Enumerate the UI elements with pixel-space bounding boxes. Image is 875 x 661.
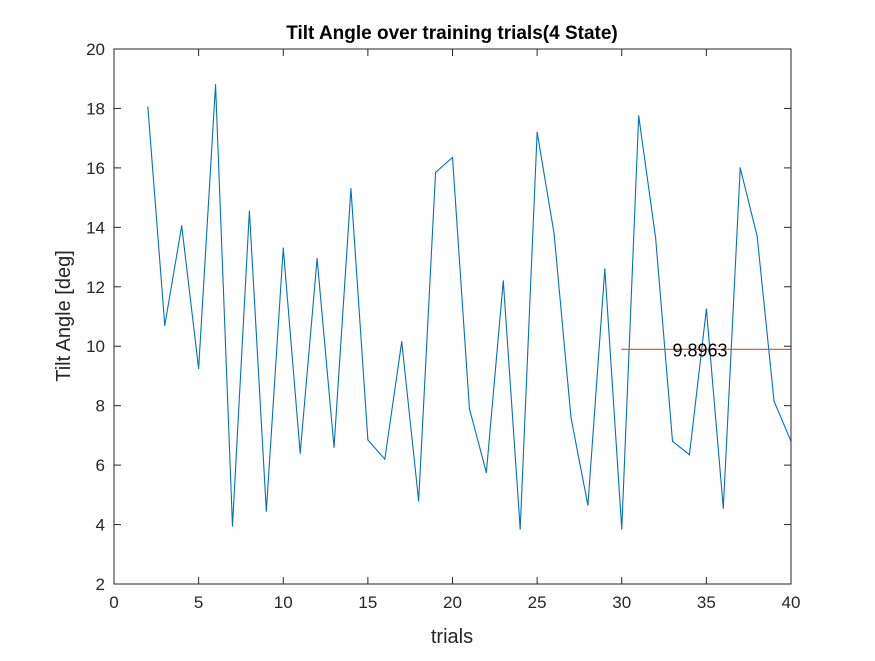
y-tick-label: 4 [96,516,105,535]
mean-value-annotation: 9.8963 [673,340,728,360]
data-point [756,235,758,237]
x-ticks: 0 5 10 15 20 25 30 35 40 [109,49,800,612]
x-tick-label: 0 [109,593,118,612]
y-tick-label: 10 [86,337,105,356]
series-layer [147,84,792,530]
x-tick-label: 30 [612,593,631,612]
x-tick-label: 25 [528,593,547,612]
data-point [671,440,674,442]
data-point [367,439,369,441]
data-point [485,471,487,474]
data-point [570,416,572,419]
data-point [722,507,724,509]
x-axis-label: trials [431,626,473,648]
x-tick-label: 5 [194,593,203,612]
plot-area [114,49,791,584]
x-tick-label: 15 [358,593,377,612]
data-point [316,257,318,260]
y-tick-label: 8 [96,397,105,416]
y-tick-label: 20 [86,40,105,59]
data-point [282,247,284,249]
data-point [214,84,217,86]
y-axis-label: Tilt Angle [deg] [53,250,75,382]
y-tick-label: 14 [86,218,105,237]
data-point [231,525,234,527]
x-tick-label: 35 [697,593,716,612]
data-point [688,454,691,456]
data-point [553,232,555,234]
y-tick-label: 18 [86,99,105,118]
data-point [265,510,267,512]
data-point [147,106,149,108]
y-tick-label: 16 [86,159,105,178]
data-point [164,324,166,327]
x-tick-label: 20 [443,593,462,612]
x-tick-label: 10 [274,593,293,612]
y-tick-label: 2 [96,575,105,594]
data-point [434,171,437,173]
annotation-layer: 9.8963 [673,340,728,360]
data-point [655,237,657,239]
data-point [519,528,521,530]
data-point [502,280,504,282]
data-point [705,308,707,310]
y-tick-label: 6 [96,456,105,475]
data-point [451,156,454,159]
data-point [418,500,420,502]
data-point [536,131,538,133]
y-ticks: 2 4 6 8 10 12 14 16 18 20 [86,40,791,594]
data-point [401,341,403,343]
data-point [350,188,352,190]
data-point [604,268,606,270]
data-point [587,504,589,506]
data-point [333,446,335,448]
x-tick-label: 40 [782,593,801,612]
chart-title: Tilt Angle over training trials(4 State) [286,23,618,44]
data-point [739,167,741,169]
data-point [621,528,623,530]
data-point [248,210,250,212]
data-point [299,452,301,454]
y-tick-label: 12 [86,278,105,297]
data-point [773,400,775,402]
data-point [468,408,471,410]
data-point [181,225,183,227]
data-point [621,348,623,350]
data-point [384,458,386,460]
data-point [638,115,640,117]
data-point [198,367,200,370]
